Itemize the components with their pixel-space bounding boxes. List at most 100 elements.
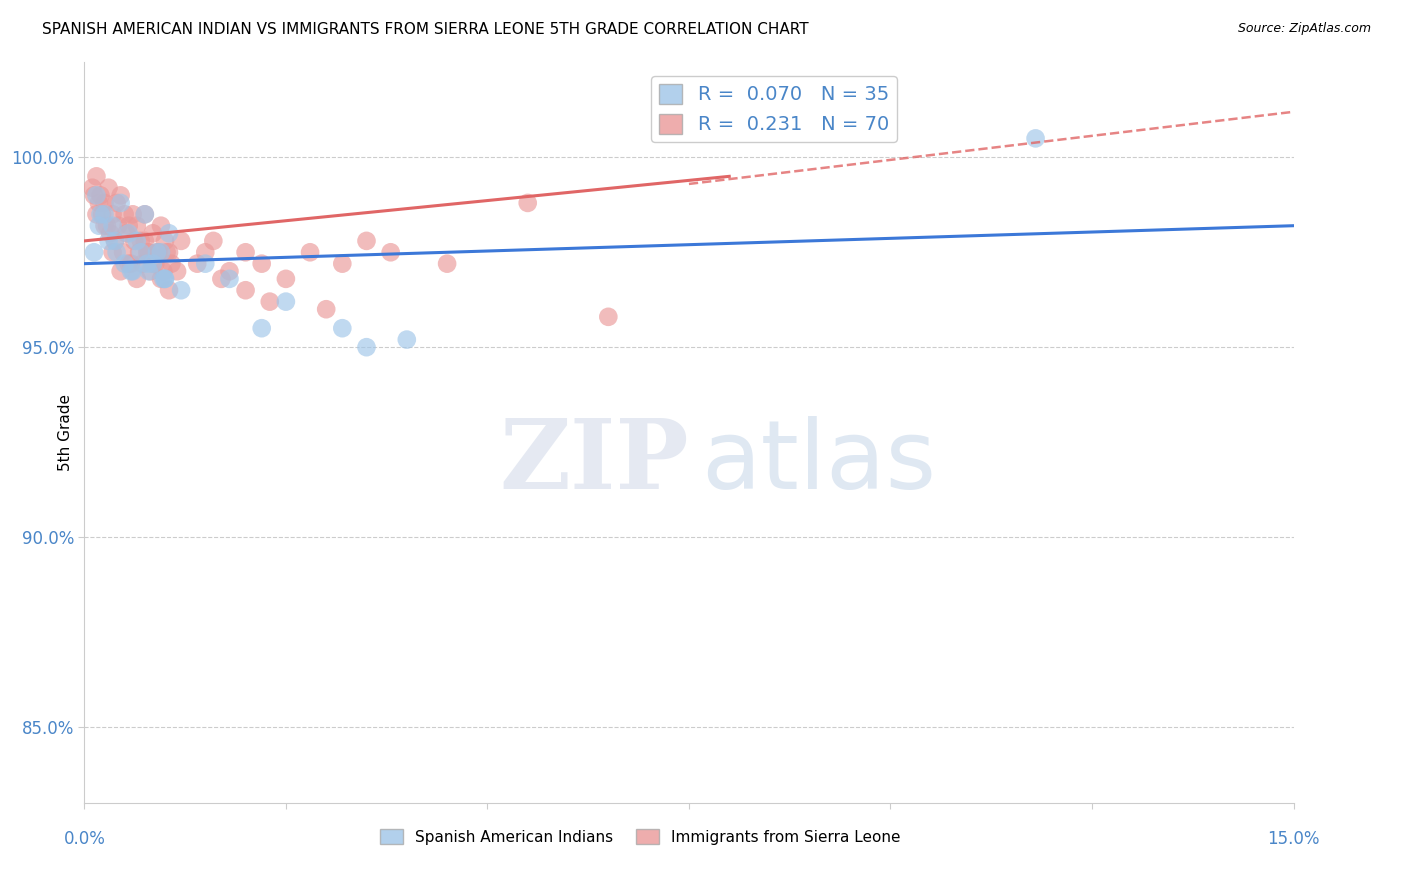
Point — [105, 195, 128, 210]
Point — [274, 272, 297, 286]
Point — [153, 234, 176, 248]
Point — [170, 234, 193, 248]
Point — [129, 245, 152, 260]
Point — [87, 219, 110, 233]
Point — [110, 188, 132, 202]
Point — [209, 272, 232, 286]
Point — [259, 294, 281, 309]
Point — [82, 180, 104, 194]
Point — [118, 219, 141, 233]
Point — [142, 227, 165, 241]
Point — [93, 219, 115, 233]
Point — [93, 207, 115, 221]
Point — [149, 272, 172, 286]
Point — [118, 227, 141, 241]
Point — [155, 245, 177, 260]
Text: Source: ZipAtlas.com: Source: ZipAtlas.com — [1237, 22, 1371, 36]
Point — [218, 264, 240, 278]
Point — [120, 257, 142, 271]
Point — [186, 257, 208, 271]
Point — [235, 283, 257, 297]
Point — [101, 219, 124, 233]
Text: atlas: atlas — [702, 416, 936, 508]
Point — [157, 283, 180, 297]
Point — [86, 207, 108, 221]
Point — [138, 264, 160, 278]
Legend: Spanish American Indians, Immigrants from Sierra Leone: Spanish American Indians, Immigrants fro… — [374, 822, 907, 851]
Point — [107, 219, 129, 233]
Point — [330, 257, 353, 271]
Point — [101, 245, 124, 260]
Point — [139, 264, 162, 278]
Text: 15.0%: 15.0% — [1267, 830, 1320, 848]
Point — [250, 321, 273, 335]
Point — [114, 207, 136, 221]
Point — [87, 195, 110, 210]
Point — [89, 207, 111, 221]
Point — [89, 188, 111, 202]
Point — [110, 195, 132, 210]
Point — [105, 245, 128, 260]
Point — [380, 245, 402, 260]
Point — [170, 283, 193, 297]
Point — [121, 264, 143, 278]
Point — [86, 188, 108, 202]
Point — [153, 272, 176, 286]
Text: 0.0%: 0.0% — [63, 830, 105, 848]
Point — [104, 234, 127, 248]
Point — [118, 257, 141, 271]
Point — [146, 245, 169, 260]
Point — [101, 207, 124, 221]
Point — [125, 234, 148, 248]
Point — [250, 257, 273, 271]
Point — [152, 272, 174, 286]
Point — [136, 245, 159, 260]
Point — [97, 234, 120, 248]
Point — [142, 257, 165, 271]
Text: ZIP: ZIP — [499, 416, 689, 509]
Point — [97, 180, 120, 194]
Point — [299, 245, 322, 260]
Point — [598, 310, 620, 324]
Point — [148, 245, 170, 260]
Point — [1025, 131, 1047, 145]
Point — [131, 257, 153, 271]
Point — [125, 219, 148, 233]
Point — [356, 234, 378, 248]
Point — [91, 207, 114, 221]
Point — [83, 245, 105, 260]
Point — [98, 227, 121, 241]
Point — [128, 245, 150, 260]
Point — [152, 264, 174, 278]
Point — [149, 245, 172, 260]
Point — [138, 245, 160, 260]
Point — [143, 257, 166, 271]
Point — [120, 264, 142, 278]
Point — [149, 219, 172, 233]
Point — [218, 272, 240, 286]
Point — [115, 227, 138, 241]
Point — [146, 245, 169, 260]
Point — [202, 234, 225, 248]
Text: SPANISH AMERICAN INDIAN VS IMMIGRANTS FROM SIERRA LEONE 5TH GRADE CORRELATION CH: SPANISH AMERICAN INDIAN VS IMMIGRANTS FR… — [42, 22, 808, 37]
Point — [157, 245, 180, 260]
Point — [121, 207, 143, 221]
Point — [330, 321, 353, 335]
Point — [436, 257, 458, 271]
Point — [160, 257, 183, 271]
Point — [395, 333, 418, 347]
Point — [114, 257, 136, 271]
Point — [125, 272, 148, 286]
Point — [153, 272, 176, 286]
Point — [194, 245, 217, 260]
Point — [124, 234, 146, 248]
Point — [134, 234, 156, 248]
Point — [516, 195, 538, 210]
Point — [134, 207, 156, 221]
Point — [136, 257, 159, 271]
Point — [315, 302, 337, 317]
Point — [96, 219, 118, 233]
Point — [110, 264, 132, 278]
Point — [129, 234, 152, 248]
Point — [134, 207, 156, 221]
